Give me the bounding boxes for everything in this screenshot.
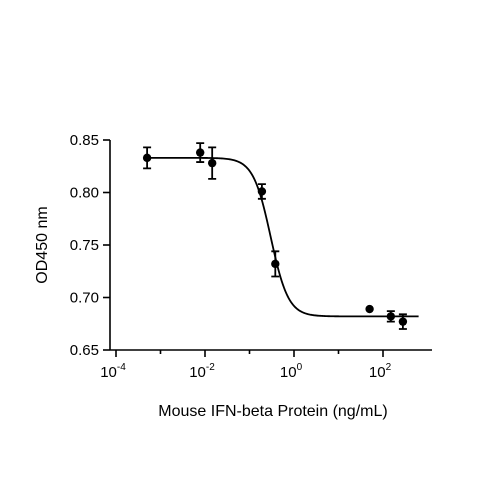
x-axis-title: Mouse IFN-beta Protein (ng/mL) — [158, 403, 387, 420]
data-point-2 — [207, 158, 217, 168]
x-axis-ticks: 10-4 10-2 100 102 — [100, 350, 392, 381]
y-tick-label-2: 0.75 — [70, 237, 99, 254]
y-tick-label-3: 0.80 — [70, 185, 99, 202]
data-point-5 — [365, 304, 374, 314]
data-point-3 — [257, 187, 267, 196]
x-tick-label-1: 10-2 — [189, 362, 215, 381]
y-axis-title: OD450 nm — [34, 206, 51, 283]
data-point-4 — [271, 259, 280, 269]
y-tick-label-1: 0.70 — [70, 290, 99, 307]
data-point-0 — [142, 153, 152, 163]
y-axis-ticks: 0.65 0.70 0.75 0.80 0.85 — [70, 132, 110, 359]
data-point-1 — [195, 148, 205, 157]
x-tick-label-0: 10-4 — [100, 362, 126, 381]
x-tick-label-2: 100 — [280, 362, 303, 381]
y-tick-label-4: 0.85 — [70, 132, 99, 149]
data-point-7 — [398, 317, 408, 326]
fit-curve — [147, 156, 419, 318]
y-tick-label-0: 0.65 — [70, 342, 99, 359]
data-point-6 — [386, 312, 396, 321]
data-points — [142, 142, 408, 330]
x-tick-label-3: 102 — [369, 362, 392, 381]
